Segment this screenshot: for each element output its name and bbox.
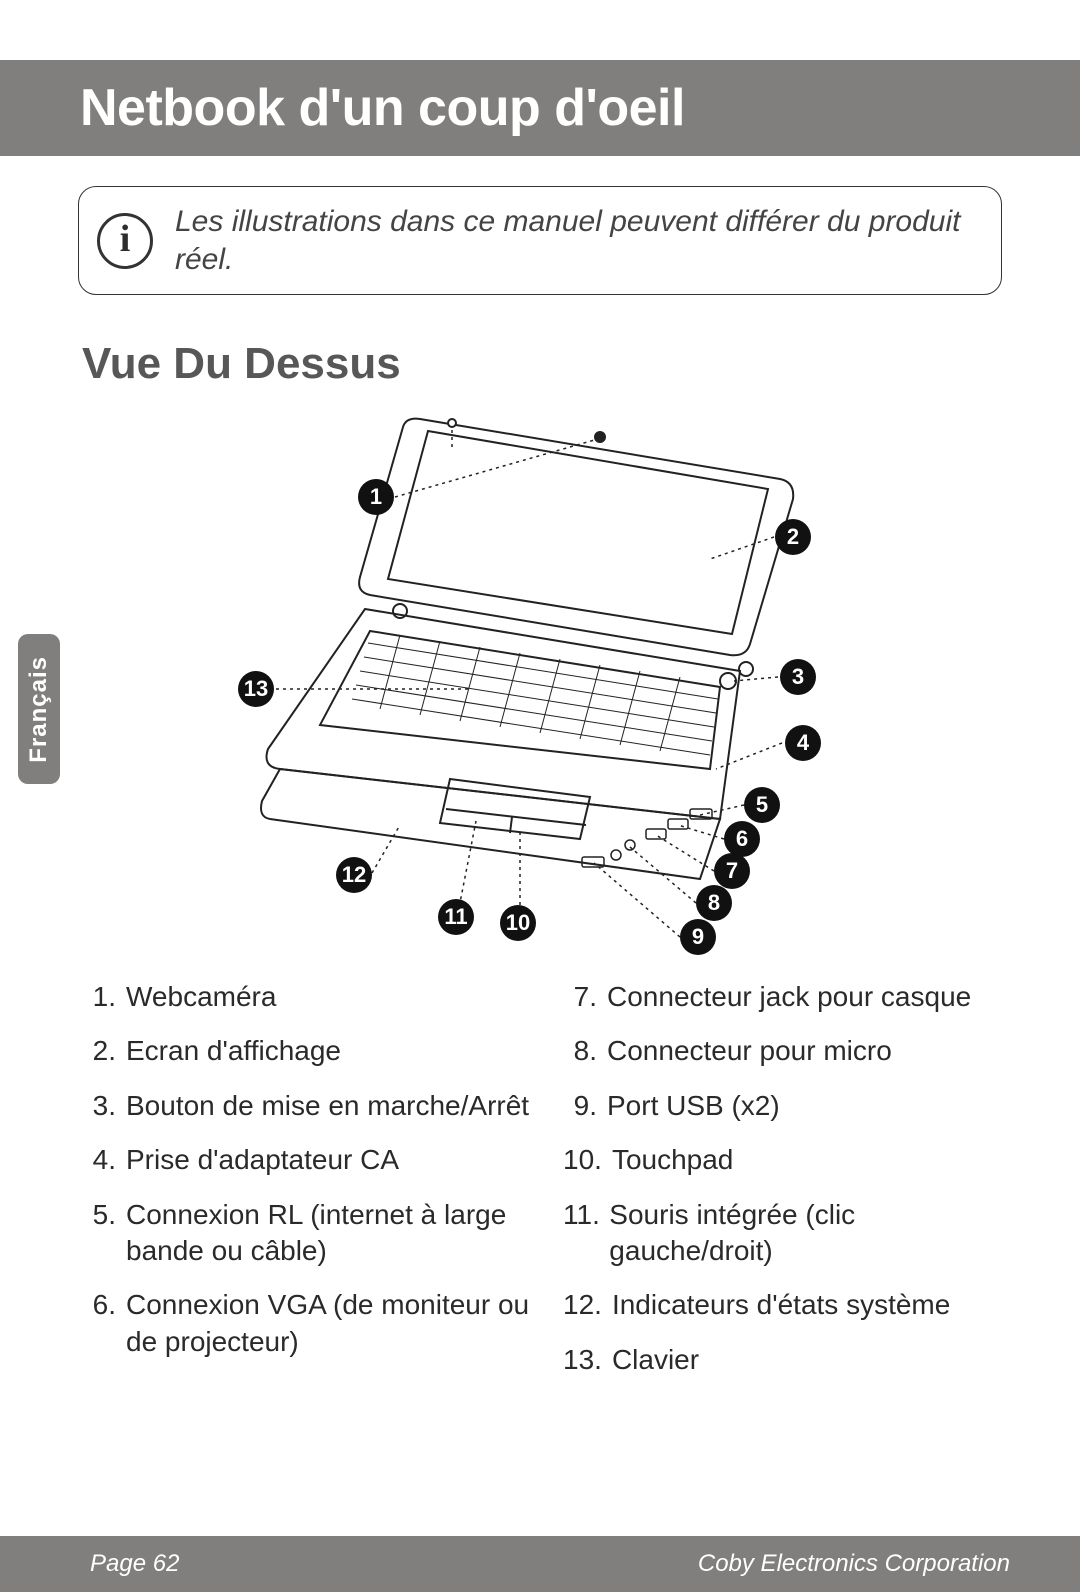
footer-company: Coby Electronics Corporation xyxy=(698,1550,1010,1578)
section-title: Vue Du Dessus xyxy=(82,339,1080,389)
callout-5: 5 xyxy=(744,787,780,823)
legend-item: 12.Indicateurs d'états système xyxy=(563,1287,1020,1323)
info-callout-box: i Les illustrations dans ce manuel peuve… xyxy=(78,186,1002,295)
legend-item: 4.Prise d'adaptateur CA xyxy=(82,1142,539,1178)
callout-7: 7 xyxy=(714,853,750,889)
callout-2: 2 xyxy=(775,519,811,555)
page-title: Netbook d'un coup d'oeil xyxy=(80,78,685,138)
callout-10: 10 xyxy=(500,905,536,941)
legend-item: 11.Souris intégrée (clic gauche/droit) xyxy=(563,1197,1020,1270)
legend-item: 3.Bouton de mise en marche/Arrêt xyxy=(82,1088,539,1124)
legend-item: 2.Ecran d'affichage xyxy=(82,1033,539,1069)
info-icon: i xyxy=(97,213,153,269)
legend-columns: 1.Webcaméra 2.Ecran d'affichage 3.Bouton… xyxy=(82,979,1020,1396)
netbook-diagram: 1 2 3 4 5 6 7 8 9 10 11 12 13 xyxy=(220,409,860,969)
legend-item: 7.Connecteur jack pour casque xyxy=(563,979,1020,1015)
callout-13: 13 xyxy=(238,671,274,707)
legend-item: 1.Webcaméra xyxy=(82,979,539,1015)
callout-1: 1 xyxy=(358,479,394,515)
callout-9: 9 xyxy=(680,919,716,955)
netbook-svg xyxy=(220,409,860,969)
callout-6: 6 xyxy=(724,821,760,857)
callout-4: 4 xyxy=(785,725,821,761)
legend-item: 10.Touchpad xyxy=(563,1142,1020,1178)
info-text: Les illustrations dans ce manuel peuvent… xyxy=(175,203,977,278)
callout-8: 8 xyxy=(696,885,732,921)
language-side-tab: Français xyxy=(18,634,60,784)
diagram-container: 1 2 3 4 5 6 7 8 9 10 11 12 13 xyxy=(0,409,1080,969)
legend-item: 8.Connecteur pour micro xyxy=(563,1033,1020,1069)
legend-item: 5.Connexion RL (internet à large bande o… xyxy=(82,1197,539,1270)
page-header: Netbook d'un coup d'oeil xyxy=(0,60,1080,156)
footer-page: Page 62 xyxy=(90,1550,179,1578)
callout-11: 11 xyxy=(438,899,474,935)
callout-3: 3 xyxy=(780,659,816,695)
callout-12: 12 xyxy=(336,857,372,893)
page-footer: Page 62 Coby Electronics Corporation xyxy=(0,1536,1080,1592)
legend-item: 9.Port USB (x2) xyxy=(563,1088,1020,1124)
legend-right-col: 7.Connecteur jack pour casque 8.Connecte… xyxy=(563,979,1020,1396)
legend-item: 13.Clavier xyxy=(563,1342,1020,1378)
language-label: Français xyxy=(25,656,53,763)
legend-left-col: 1.Webcaméra 2.Ecran d'affichage 3.Bouton… xyxy=(82,979,539,1396)
legend-item: 6.Connexion VGA (de moniteur ou de proje… xyxy=(82,1287,539,1360)
